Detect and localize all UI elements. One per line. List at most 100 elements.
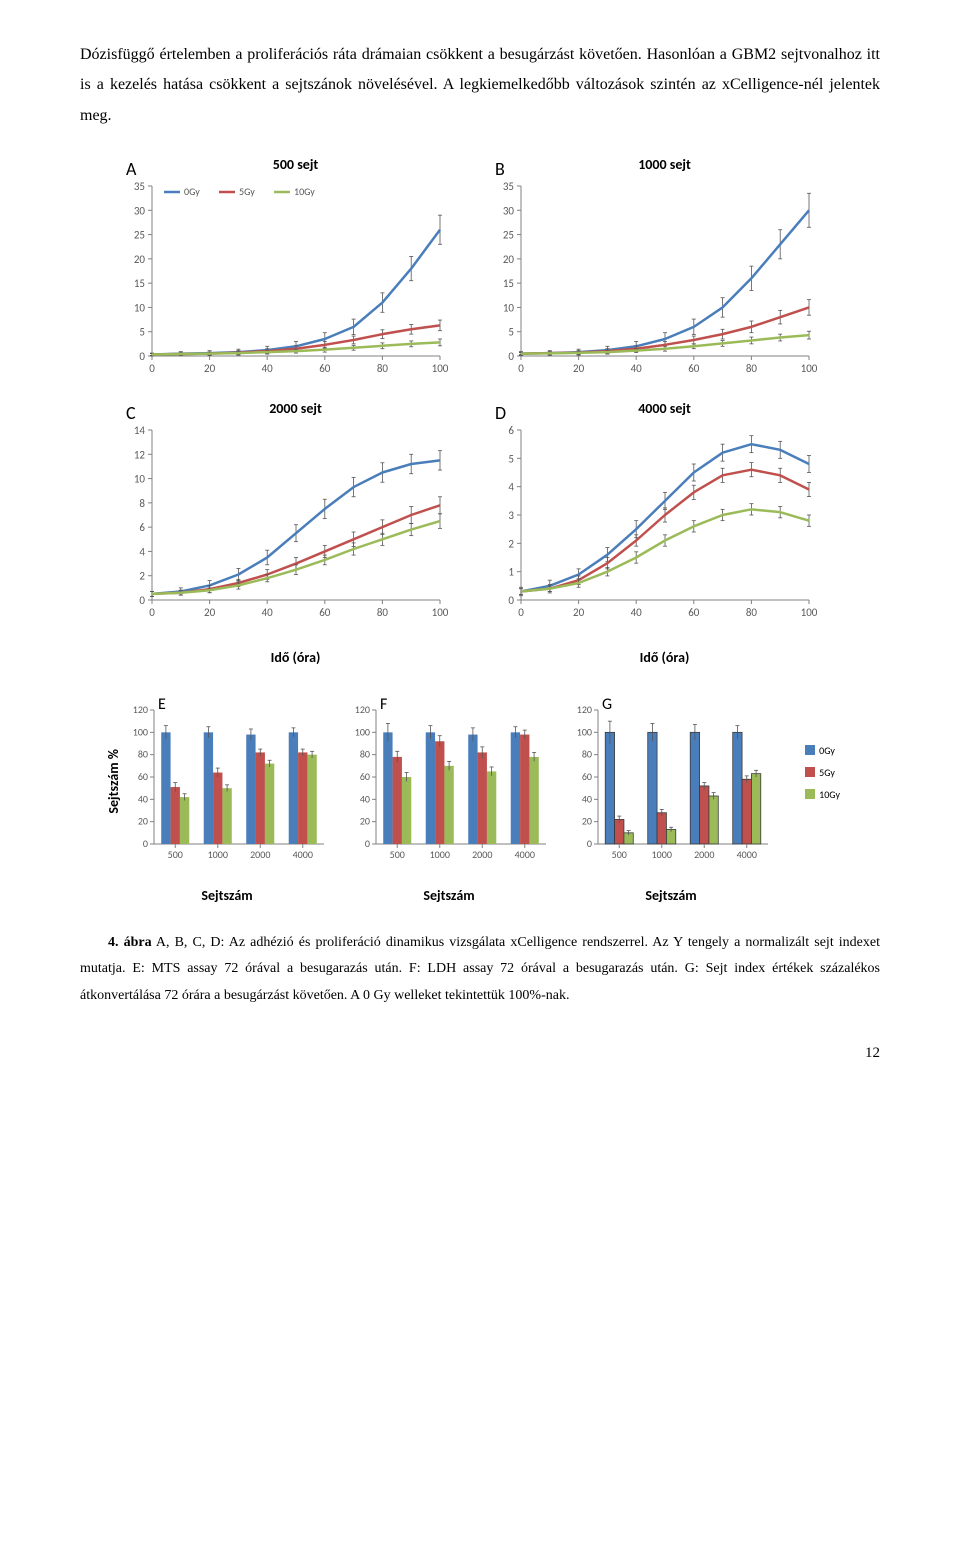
- panel-label-c: C: [126, 396, 136, 430]
- svg-text:80: 80: [377, 606, 389, 619]
- svg-text:40: 40: [138, 792, 148, 805]
- svg-text:1000: 1000: [652, 848, 672, 861]
- svg-text:0: 0: [139, 594, 145, 607]
- svg-text:4: 4: [508, 480, 514, 493]
- panel-f: F 020406080100120500100020004000: [342, 696, 556, 877]
- page-number: 12: [80, 1039, 880, 1068]
- svg-text:10Gy: 10Gy: [294, 185, 315, 198]
- figure-4: A 500 sejt 051015202530350204060801000Gy…: [120, 156, 840, 909]
- line-chart-d: 0123456020406080100: [489, 422, 840, 633]
- panel-d: D 4000 sejt 0123456020406080100: [489, 400, 840, 633]
- svg-text:4000: 4000: [737, 848, 757, 861]
- svg-text:2000: 2000: [472, 848, 492, 861]
- svg-text:80: 80: [138, 747, 148, 760]
- svg-text:4: 4: [139, 545, 145, 558]
- svg-text:40: 40: [262, 606, 274, 619]
- svg-text:60: 60: [360, 770, 370, 783]
- panel-b: B 1000 sejt 05101520253035020406080100: [489, 156, 840, 389]
- svg-text:10: 10: [503, 302, 515, 315]
- svg-text:60: 60: [138, 770, 148, 783]
- svg-text:15: 15: [134, 277, 145, 290]
- bar-x-label-f: Sejtszám: [342, 883, 556, 910]
- svg-text:2000: 2000: [250, 848, 270, 861]
- svg-text:100: 100: [432, 362, 449, 375]
- svg-text:100: 100: [801, 362, 818, 375]
- bar-chart-f: 020406080100120500100020004000: [342, 696, 556, 877]
- svg-text:1: 1: [508, 565, 514, 578]
- svg-text:60: 60: [582, 770, 592, 783]
- svg-text:6: 6: [508, 424, 514, 437]
- svg-text:0: 0: [143, 837, 148, 850]
- svg-text:100: 100: [801, 606, 818, 619]
- svg-text:0: 0: [149, 362, 155, 375]
- svg-text:20: 20: [360, 814, 370, 827]
- svg-text:25: 25: [134, 229, 145, 242]
- svg-text:40: 40: [262, 362, 274, 375]
- line-chart-a: 051015202530350204060801000Gy5Gy10Gy: [120, 178, 471, 389]
- caption-number: 4. ábra: [80, 935, 152, 950]
- panel-label-b: B: [495, 152, 505, 186]
- svg-text:20: 20: [503, 253, 515, 266]
- panel-label-g: G: [602, 690, 612, 720]
- svg-text:10: 10: [134, 472, 146, 485]
- panel-c: C 2000 sejt 02468101214020406080100: [120, 400, 471, 633]
- svg-text:80: 80: [582, 747, 592, 760]
- svg-text:0: 0: [508, 350, 514, 363]
- svg-text:100: 100: [432, 606, 449, 619]
- svg-text:1000: 1000: [208, 848, 228, 861]
- panel-title-c: 2000 sejt: [269, 396, 322, 423]
- svg-text:500: 500: [168, 848, 183, 861]
- svg-text:20: 20: [582, 814, 592, 827]
- svg-text:20: 20: [573, 362, 585, 375]
- panel-e: E 020406080100120500100020004000: [120, 696, 334, 877]
- bar-chart-g: 0 20 40 60 80 100 120 500 1000 2000 4000: [564, 696, 778, 877]
- svg-text:500: 500: [612, 848, 627, 861]
- svg-text:100: 100: [577, 725, 592, 738]
- body-paragraph: Dózisfüggő értelemben a proliferációs rá…: [80, 40, 880, 131]
- svg-text:0: 0: [518, 362, 524, 375]
- svg-text:20: 20: [204, 606, 216, 619]
- bar-x-label-g: Sejtszám: [564, 883, 778, 910]
- svg-text:12: 12: [134, 448, 146, 461]
- svg-text:40: 40: [582, 792, 592, 805]
- svg-text:30: 30: [503, 204, 515, 217]
- svg-text:40: 40: [360, 792, 370, 805]
- svg-text:120: 120: [355, 703, 370, 716]
- svg-text:5: 5: [508, 452, 514, 465]
- svg-text:25: 25: [503, 229, 514, 242]
- svg-text:20: 20: [573, 606, 585, 619]
- svg-text:100: 100: [133, 725, 148, 738]
- svg-text:15: 15: [503, 277, 514, 290]
- svg-text:3: 3: [508, 509, 514, 522]
- panel-label-e: E: [158, 690, 166, 720]
- svg-text:500: 500: [390, 848, 405, 861]
- svg-text:2: 2: [508, 537, 514, 550]
- svg-text:80: 80: [746, 606, 758, 619]
- svg-text:20: 20: [134, 253, 146, 266]
- svg-text:0: 0: [508, 594, 514, 607]
- figure-caption: 4. ábra A, B, C, D: Az adhézió és prolif…: [80, 930, 880, 1010]
- svg-text:120: 120: [577, 703, 592, 716]
- svg-text:0: 0: [518, 606, 524, 619]
- svg-text:0: 0: [587, 837, 592, 850]
- svg-text:5: 5: [139, 326, 145, 339]
- svg-text:1000: 1000: [430, 848, 450, 861]
- svg-text:60: 60: [319, 362, 331, 375]
- svg-text:80: 80: [377, 362, 389, 375]
- panel-title-b: 1000 sejt: [638, 152, 691, 179]
- svg-text:0: 0: [365, 837, 370, 850]
- svg-text:30: 30: [134, 204, 146, 217]
- panel-g: G 020406080100120500100020004000 0Gy5Gy1…: [564, 696, 778, 877]
- panel-a: A 500 sejt 051015202530350204060801000Gy…: [120, 156, 471, 389]
- svg-text:4000: 4000: [293, 848, 313, 861]
- bar-legend: 0Gy5Gy10Gy: [805, 741, 840, 807]
- panel-title-d: 4000 sejt: [638, 396, 691, 423]
- svg-text:20: 20: [138, 814, 148, 827]
- svg-text:60: 60: [688, 606, 700, 619]
- svg-text:8: 8: [139, 496, 145, 509]
- panel-label-a: A: [126, 152, 136, 186]
- panel-label-d: D: [495, 396, 506, 430]
- svg-text:2: 2: [139, 569, 145, 582]
- svg-text:2000: 2000: [694, 848, 714, 861]
- caption-text: A, B, C, D: Az adhézió és proliferáció d…: [80, 935, 880, 1003]
